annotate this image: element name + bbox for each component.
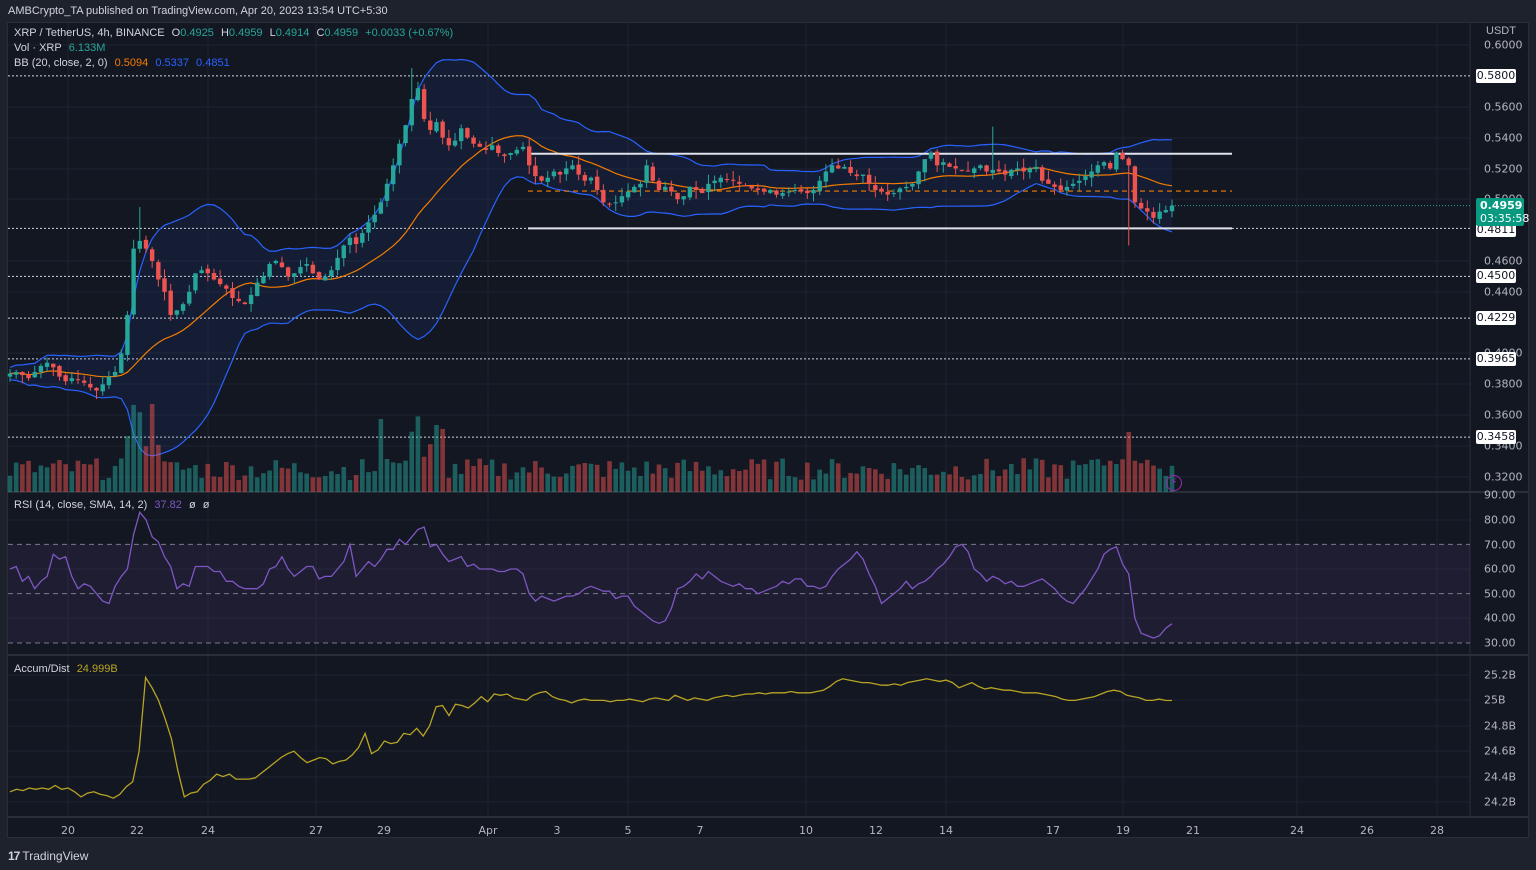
- chart-frame[interactable]: [7, 22, 1529, 838]
- rsi-tick: 70.00: [1484, 538, 1516, 552]
- price-tick: 0.4400: [1484, 285, 1523, 299]
- ad-tick: 24.2B: [1484, 795, 1517, 809]
- rsi-value: 37.82: [154, 499, 182, 511]
- volume-value: 6.133M: [68, 42, 106, 54]
- price-tick: 0.3200: [1484, 470, 1523, 484]
- symbol-title: XRP / TetherUS, 4h, BINANCE: [14, 27, 165, 39]
- price-tick: 0.5400: [1484, 131, 1523, 145]
- time-tick: 27: [309, 824, 323, 837]
- rsi-tick: 50.00: [1484, 587, 1516, 601]
- time-tick: 22: [130, 824, 144, 837]
- price-tick: 0.5200: [1484, 162, 1523, 176]
- time-tick: 19: [1116, 824, 1130, 837]
- price-tick: 0.3600: [1484, 408, 1523, 422]
- change-value: +0.0033 (+0.67%): [365, 27, 454, 39]
- bb-label: BB (20, close, 2, 0): [14, 57, 108, 69]
- rsi-tick: 60.00: [1484, 562, 1516, 576]
- price-unit: USDT: [1486, 25, 1516, 37]
- time-tick: 12: [869, 824, 883, 837]
- time-tick: 28: [1430, 824, 1444, 837]
- time-tick: 20: [61, 824, 75, 837]
- price-tick: 0.6000: [1484, 38, 1523, 52]
- level-tag-0.45[interactable]: 0.4500: [1476, 269, 1516, 283]
- bar-countdown: 03:35:58: [1480, 212, 1530, 225]
- rsi-ma-value: ø: [188, 499, 196, 511]
- published-info: AMBCrypto_TA published on TradingView.co…: [8, 5, 388, 17]
- bb-lower-value: 0.4851: [196, 57, 230, 69]
- time-tick: 17: [1046, 824, 1060, 837]
- lightning-icon[interactable]: ⚡: [1166, 475, 1182, 491]
- symbol-row: XRP / TetherUS, 4h, BINANCE O0.4925 H0.4…: [14, 27, 454, 39]
- rsi-label: RSI (14, close, SMA, 14, 2): [14, 499, 148, 511]
- price-tick: 0.5600: [1484, 100, 1523, 114]
- ad-tick: 25B: [1484, 693, 1506, 707]
- rsi-tick: 40.00: [1484, 611, 1516, 625]
- time-tick: 24: [1290, 824, 1304, 837]
- close-value: 0.4959: [324, 27, 359, 39]
- current-price-tag: 0.4959 03:35:58: [1476, 198, 1529, 226]
- high-value: 0.4959: [228, 27, 263, 39]
- rsi-tick: 30.00: [1484, 636, 1516, 650]
- rsi-tick: 90.00: [1484, 488, 1516, 502]
- bb-basis-value: 0.5094: [114, 57, 149, 69]
- time-tick: Apr: [478, 824, 498, 837]
- level-tag-0.3965[interactable]: 0.3965: [1476, 352, 1516, 366]
- rsi-tick: 80.00: [1484, 513, 1516, 527]
- time-tick: 24: [201, 824, 215, 837]
- time-tick: 7: [696, 824, 704, 837]
- ad-label: Accum/Dist: [14, 663, 70, 675]
- tradingview-logo-icon: 17: [8, 849, 20, 863]
- publish-bar: AMBCrypto_TA published on TradingView.co…: [0, 0, 1536, 22]
- time-tick: 10: [799, 824, 813, 837]
- bb-upper-value: 0.5337: [155, 57, 189, 69]
- level-tag-0.4811[interactable]: 0.4811: [1476, 223, 1516, 237]
- time-tick: 3: [553, 824, 561, 837]
- time-tick: 26: [1360, 824, 1374, 837]
- level-tag-0.58[interactable]: 0.5800: [1476, 69, 1516, 83]
- tradingview-footer[interactable]: 17 TradingView: [8, 849, 88, 863]
- ad-tick: 25.2B: [1484, 668, 1517, 682]
- price-tick: 0.3800: [1484, 377, 1523, 391]
- level-tag-0.4229[interactable]: 0.4229: [1476, 311, 1516, 325]
- tradingview-brand: TradingView: [22, 849, 89, 863]
- ad-tick: 24.8B: [1484, 719, 1517, 733]
- time-tick: 21: [1186, 824, 1200, 837]
- volume-label: Vol · XRP: [14, 42, 62, 54]
- current-price: 0.4959: [1480, 199, 1523, 212]
- time-tick: 29: [377, 824, 391, 837]
- rsi-extra-value: ø: [202, 499, 210, 511]
- rsi-legend[interactable]: RSI (14, close, SMA, 14, 2) 37.82 ø ø: [14, 498, 213, 513]
- open-value: 0.4925: [180, 27, 214, 39]
- bb-row[interactable]: BB (20, close, 2, 0) 0.5094 0.5337 0.485…: [14, 56, 457, 71]
- main-legend: XRP / TetherUS, 4h, BINANCE O0.4925 H0.4…: [14, 26, 457, 71]
- time-tick: 14: [939, 824, 953, 837]
- ad-legend[interactable]: Accum/Dist 24.999B: [14, 662, 122, 677]
- low-value: 0.4914: [275, 27, 310, 39]
- ad-tick: 24.4B: [1484, 770, 1517, 784]
- time-tick: 5: [624, 824, 632, 837]
- price-tick: 0.4600: [1484, 254, 1523, 268]
- volume-row[interactable]: Vol · XRP 6.133M: [14, 41, 457, 56]
- level-tag-0.3458[interactable]: 0.3458: [1476, 430, 1516, 444]
- ad-tick: 24.6B: [1484, 744, 1517, 758]
- ad-value: 24.999B: [76, 663, 118, 675]
